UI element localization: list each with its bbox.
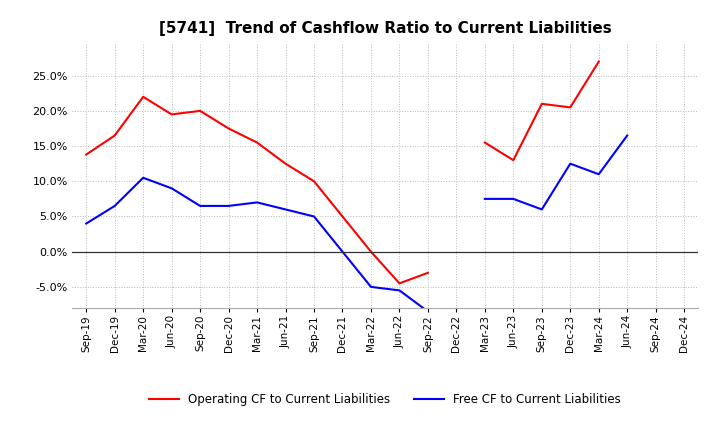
Free CF to Current Liabilities bbox=[338, 249, 347, 254]
Free CF to Current Liabilities bbox=[423, 309, 432, 314]
Line: Operating CF to Current Liabilities: Operating CF to Current Liabilities bbox=[86, 97, 428, 283]
Free CF to Current Liabilities bbox=[167, 186, 176, 191]
Free CF to Current Liabilities bbox=[82, 221, 91, 226]
Operating CF to Current Liabilities bbox=[110, 133, 119, 138]
Free CF to Current Liabilities bbox=[253, 200, 261, 205]
Legend: Operating CF to Current Liabilities, Free CF to Current Liabilities: Operating CF to Current Liabilities, Fre… bbox=[150, 393, 621, 406]
Operating CF to Current Liabilities bbox=[423, 270, 432, 275]
Free CF to Current Liabilities bbox=[196, 203, 204, 209]
Free CF to Current Liabilities bbox=[110, 203, 119, 209]
Line: Free CF to Current Liabilities: Free CF to Current Liabilities bbox=[86, 178, 428, 312]
Operating CF to Current Liabilities bbox=[139, 94, 148, 99]
Free CF to Current Liabilities bbox=[395, 288, 404, 293]
Free CF to Current Liabilities bbox=[225, 203, 233, 209]
Operating CF to Current Liabilities bbox=[253, 140, 261, 145]
Operating CF to Current Liabilities bbox=[282, 161, 290, 166]
Operating CF to Current Liabilities bbox=[196, 108, 204, 114]
Free CF to Current Liabilities bbox=[310, 214, 318, 219]
Operating CF to Current Liabilities bbox=[82, 152, 91, 157]
Free CF to Current Liabilities bbox=[282, 207, 290, 212]
Operating CF to Current Liabilities bbox=[338, 214, 347, 219]
Title: [5741]  Trend of Cashflow Ratio to Current Liabilities: [5741] Trend of Cashflow Ratio to Curren… bbox=[159, 21, 611, 36]
Operating CF to Current Liabilities bbox=[395, 281, 404, 286]
Operating CF to Current Liabilities bbox=[225, 126, 233, 131]
Free CF to Current Liabilities bbox=[366, 284, 375, 290]
Operating CF to Current Liabilities bbox=[310, 179, 318, 184]
Operating CF to Current Liabilities bbox=[366, 249, 375, 254]
Operating CF to Current Liabilities bbox=[167, 112, 176, 117]
Free CF to Current Liabilities bbox=[139, 175, 148, 180]
